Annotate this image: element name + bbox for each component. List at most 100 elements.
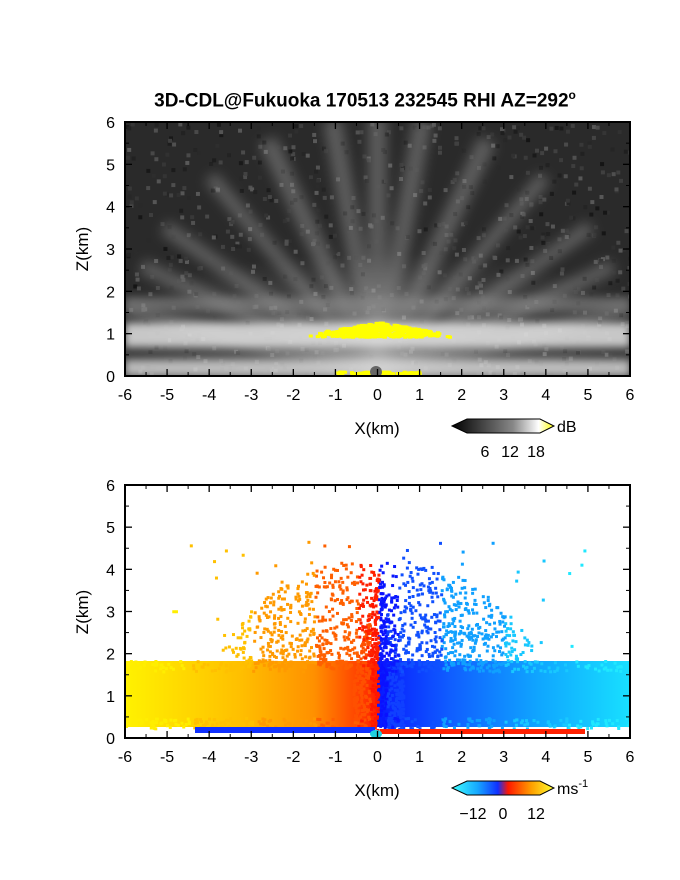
bottom-velocity-pixel <box>491 654 495 658</box>
bottom-velocity-pixel <box>275 649 279 653</box>
bottom-velocity-pixel <box>393 716 397 720</box>
bottom-velocity-pixel <box>427 655 431 659</box>
bottom-velocity-pixel <box>567 727 571 731</box>
bottom-y-tick-label: 1 <box>106 689 115 706</box>
bottom-velocity-pixel <box>239 636 243 640</box>
bottom-velocity-pixel <box>245 659 249 663</box>
bottom-velocity-pixel <box>597 669 601 673</box>
top-noise-pixel <box>606 173 611 178</box>
bottom-velocity-pixel <box>281 637 285 641</box>
bottom-velocity-pixel <box>500 630 504 634</box>
bottom-velocity-pixel <box>513 719 517 723</box>
top-yellow-pixel <box>331 330 336 334</box>
top-yellow-pixel <box>366 335 371 339</box>
bottom-velocity-pixel <box>196 660 200 664</box>
bottom-velocity-pixel <box>372 690 376 694</box>
bottom-velocity-pixel <box>495 630 499 634</box>
top-noise-pixel <box>150 151 155 156</box>
bottom-velocity-pixel <box>478 669 482 673</box>
bottom-velocity-pixel <box>417 567 421 571</box>
top-noise-pixel <box>127 194 132 199</box>
top-noise-pixel <box>509 175 514 180</box>
bottom-velocity-pixel <box>546 720 550 724</box>
bottom-velocity-pixel <box>211 723 215 727</box>
bottom-velocity-pixel <box>271 592 275 596</box>
bottom-velocity-outlier <box>255 571 259 575</box>
bottom-velocity-pixel <box>417 601 421 605</box>
bottom-velocity-pixel <box>543 669 547 673</box>
top-yellow-pixel <box>373 333 378 337</box>
bottom-velocity-pixel <box>389 636 393 640</box>
bottom-velocity-pixel <box>368 697 372 701</box>
top-yellow-pixel <box>354 334 359 338</box>
bottom-velocity-pixel <box>375 646 379 650</box>
bottom-velocity-outlier <box>583 549 587 553</box>
bottom-velocity-pixel <box>382 583 386 587</box>
top-noise-pixel <box>267 195 272 200</box>
bottom-velocity-pixel <box>194 669 198 673</box>
bottom-velocity-outlier <box>348 601 352 605</box>
bottom-velocity-pixel <box>314 574 318 578</box>
bottom-velocity-pixel <box>387 625 391 629</box>
bottom-velocity-pixel <box>383 727 387 731</box>
bottom-velocity-pixel <box>397 696 401 700</box>
bottom-velocity-pixel <box>479 666 483 670</box>
bottom-velocity-pixel <box>240 622 244 626</box>
bottom-velocity-pixel <box>452 603 456 607</box>
bottom-velocity-pixel <box>366 664 370 668</box>
bottom-velocity-pixel <box>458 591 462 595</box>
bottom-velocity-pixel <box>453 632 457 636</box>
bottom-velocity-pixel <box>367 676 371 680</box>
bottom-velocity-pixel <box>424 669 428 673</box>
top-noise-pixel <box>288 149 293 154</box>
bottom-velocity-pixel <box>322 655 326 659</box>
bottom-velocity-pixel <box>380 666 384 670</box>
bottom-velocity-outlier <box>335 625 339 629</box>
top-yellow-pixel <box>380 329 385 333</box>
bottom-velocity-pixel <box>316 591 320 595</box>
bottom-velocity-pixel <box>424 650 428 654</box>
bottom-velocity-pixel <box>401 684 405 688</box>
top-noise-pixel <box>186 125 191 130</box>
bottom-velocity-outlier <box>213 560 217 564</box>
bottom-velocity-pixel <box>509 615 513 619</box>
bottom-velocity-pixel <box>370 703 374 707</box>
bottom-velocity-pixel <box>373 618 377 622</box>
bottom-velocity-pixel <box>194 718 198 722</box>
bottom-velocity-pixel <box>323 638 327 642</box>
top-noise-pixel <box>176 192 181 197</box>
bottom-velocity-pixel <box>387 722 391 726</box>
top-colorbar-tick-1: 6 <box>481 444 490 461</box>
bottom-velocity-pixel <box>471 587 475 591</box>
bottom-velocity-pixel <box>360 651 364 655</box>
bottom-velocity-pixel <box>243 641 247 645</box>
top-noise-pixel <box>154 122 159 127</box>
bottom-velocity-pixel <box>312 660 316 664</box>
top-noise-pixel <box>443 188 448 193</box>
bottom-velocity-pixel <box>332 667 336 671</box>
top-noise-pixel <box>534 148 539 153</box>
bottom-velocity-outlier <box>459 629 463 633</box>
bottom-velocity-pixel <box>235 720 239 724</box>
bottom-velocity-pixel <box>365 668 369 672</box>
bottom-velocity-pixel <box>399 631 403 635</box>
bottom-velocity-pixel <box>355 635 359 639</box>
top-yellow-pixel <box>357 329 362 333</box>
bottom-velocity-pixel <box>315 636 319 640</box>
top-yellow-pixel <box>321 335 326 339</box>
bottom-velocity-pixel <box>565 723 569 727</box>
bottom-velocity-pixel <box>286 664 290 668</box>
top-yellow-pixel <box>387 324 392 328</box>
bottom-velocity-outlier <box>491 541 495 545</box>
bottom-velocity-pixel <box>442 578 446 582</box>
bottom-velocity-pixel <box>410 658 414 662</box>
top-yellow-pixel <box>344 327 349 331</box>
bottom-velocity-pixel <box>415 588 419 592</box>
bottom-velocity-pixel <box>391 574 395 578</box>
bottom-velocity-pixel <box>373 662 377 666</box>
bottom-velocity-pixel <box>362 638 366 642</box>
bottom-velocity-pixel <box>303 663 307 667</box>
top-noise-pixel <box>614 187 619 192</box>
bottom-velocity-pixel <box>377 598 381 602</box>
bottom-velocity-pixel <box>296 721 300 725</box>
